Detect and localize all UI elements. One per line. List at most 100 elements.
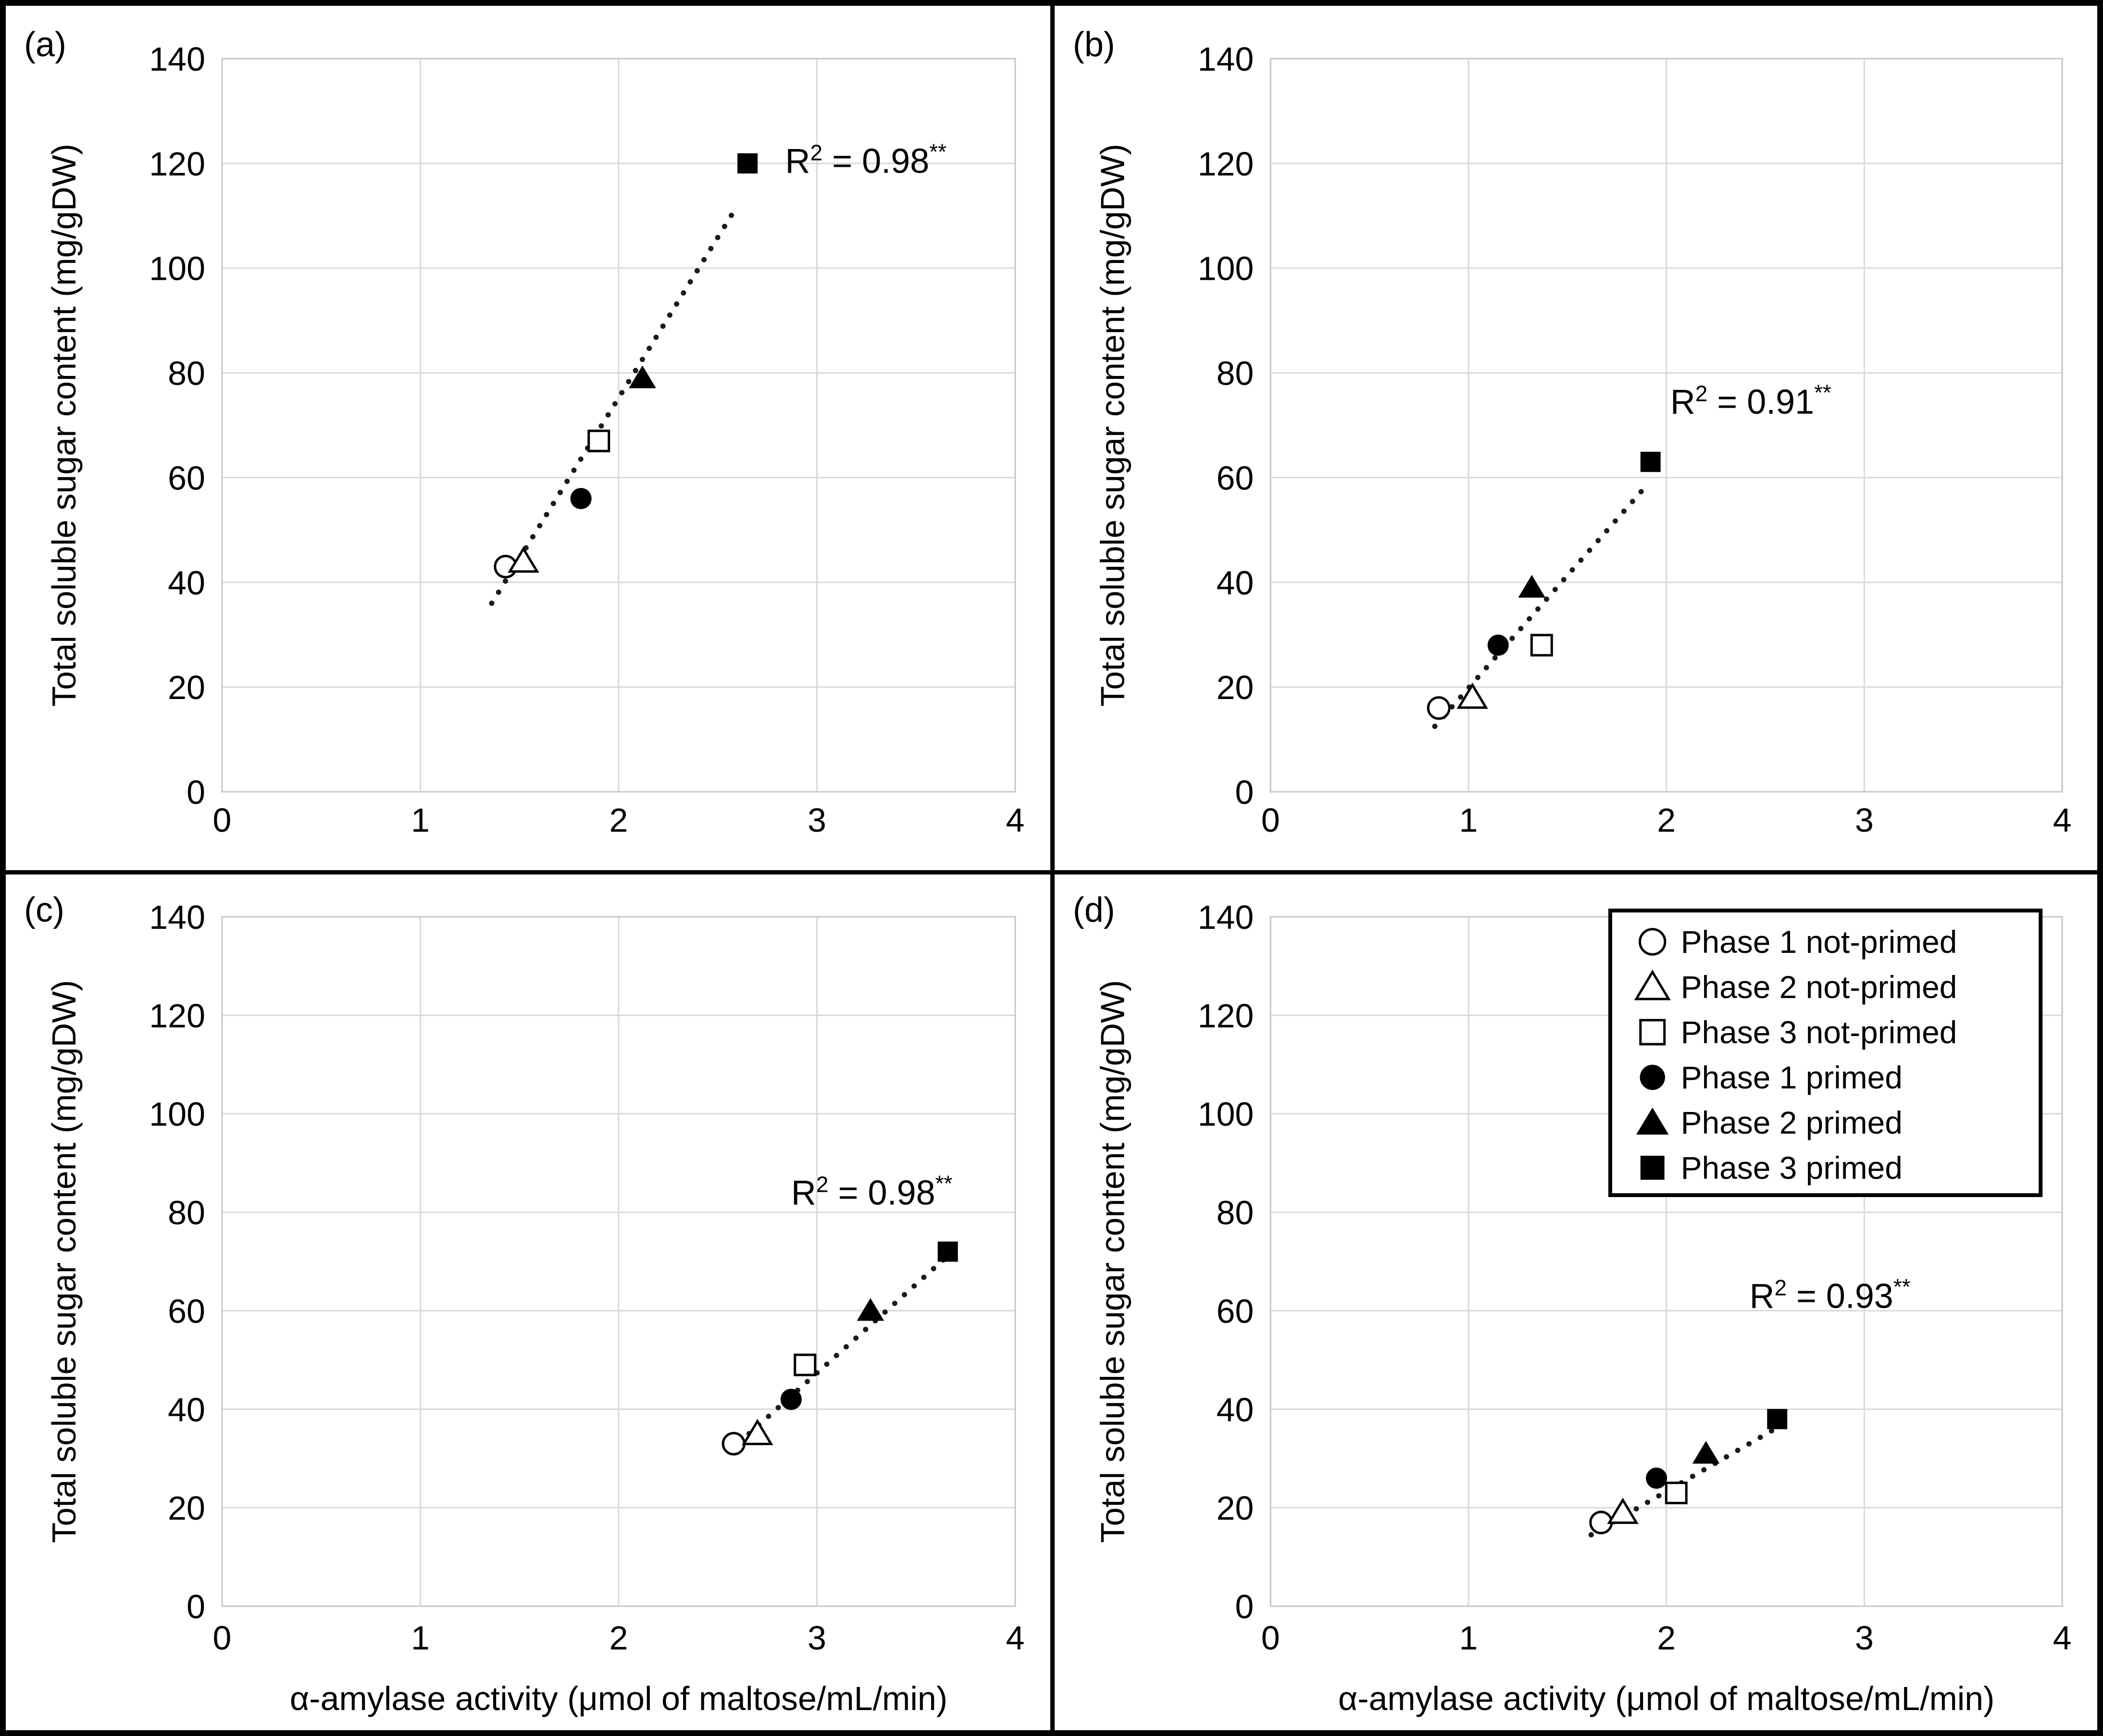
marker-phase-1-not-primed-circle-open	[722, 1432, 746, 1456]
marker-phase-2-primed-triangle-filled	[1518, 575, 1545, 598]
panel-b: (b) 0 20 40 60 80 100 120 140 0 1 2 3 4 Total soluble …	[1055, 6, 2097, 870]
marker-phase-3-primed-square-filled	[1640, 451, 1661, 472]
y-tick-label: 80	[168, 1194, 205, 1232]
y-axis-tick-labels: 0 20 40 60 80 100 120 140	[149, 899, 205, 1625]
marker-phase-3-not-primed-square-open	[1530, 634, 1553, 657]
y-tick-label: 80	[1217, 1194, 1254, 1232]
marker-phase-1-not-primed-legend-circle-open	[1639, 928, 1667, 956]
y-tick-label: 60	[168, 459, 205, 497]
y-axis-title: Total soluble sugar content (mg/gDW)	[45, 980, 83, 1543]
y-tick-label: 80	[1217, 355, 1254, 392]
x-tick-label: 1	[411, 801, 430, 839]
marker-phase-2-primed-triangle-filled	[1692, 1441, 1720, 1464]
panel-d: (d) 0 20 40 60 80 100 120 140 0 1 2 3 4 Total soluble …	[1055, 874, 2097, 1730]
x-axis-tick-labels: 0 1 2 3 4	[213, 1619, 1025, 1657]
trendline-dotted	[1588, 1424, 1782, 1537]
panel-letter-label: (d)	[1073, 891, 1115, 929]
plot-frame	[221, 916, 1016, 1607]
data-points	[1589, 1409, 1788, 1535]
marker-phase-3-primed-square-filled	[1767, 1409, 1788, 1429]
x-tick-label: 0	[213, 801, 232, 839]
marker-phase-1-primed-circle-filled	[1487, 634, 1509, 656]
y-tick-label: 140	[149, 899, 205, 936]
marker-phase-2-primed-legend-triangle-filled	[1636, 1107, 1669, 1135]
x-tick-label: 0	[1261, 1619, 1280, 1657]
legend-row-phase-2-not-primed: Phase 2 not-primed	[1634, 969, 1957, 1005]
data-points	[494, 153, 758, 579]
legend-row-phase-3-not-primed: Phase 3 not-primed	[1639, 1014, 1957, 1050]
y-tick-label: 120	[1198, 145, 1254, 183]
y-tick-label: 0	[187, 1588, 205, 1625]
panel-background	[6, 874, 1050, 1730]
marker-phase-3-primed-square-filled	[737, 153, 758, 174]
x-tick-label: 2	[1657, 1619, 1676, 1657]
x-axis-title: α-amylase activity (μmol of maltose/mL/m…	[290, 1680, 947, 1717]
marker-phase-1-not-primed-circle-open	[1427, 696, 1451, 720]
y-axis-tick-labels: 0 20 40 60 80 100 120 140	[1198, 40, 1254, 811]
legend-row-phase-1-not-primed: Phase 1 not-primed	[1639, 924, 1957, 960]
data-points	[1427, 451, 1661, 720]
y-tick-label: 100	[149, 1096, 205, 1133]
y-tick-label: 100	[1198, 1096, 1254, 1133]
x-tick-label: 1	[1459, 1619, 1478, 1657]
marker-phase-3-primed-square-filled	[937, 1241, 958, 1262]
y-tick-label: 80	[168, 355, 205, 392]
y-axis-title: Total soluble sugar content (mg/gDW)	[1094, 144, 1132, 707]
y-tick-label: 20	[1217, 1489, 1254, 1527]
trendline-dotted	[1432, 483, 1649, 729]
marker-phase-3-not-primed-square-open	[1665, 1481, 1688, 1504]
trendline-dotted	[489, 202, 740, 606]
legend-row-phase-2-primed: Phase 2 primed	[1636, 1105, 1903, 1140]
marker-phase-1-primed-legend-circle-filled	[1640, 1064, 1665, 1090]
marker-phase-2-not-primed-legend-triangle-open	[1634, 969, 1671, 1000]
x-tick-label: 4	[2053, 801, 2072, 839]
legend: Phase 1 not-primed Phase 2 not-primed Phas…	[1608, 909, 2043, 1197]
marker-phase-3-not-primed-legend-square-open	[1639, 1019, 1666, 1046]
marker-phase-2-not-primed-triangle-open	[508, 546, 539, 573]
legend-label: Phase 2 not-primed	[1681, 969, 1957, 1005]
trendline-dotted	[727, 1251, 953, 1454]
panel-background	[1055, 6, 2097, 870]
y-tick-label: 20	[1217, 669, 1254, 706]
marker-phase-2-not-primed-triangle-open	[1456, 682, 1488, 709]
x-tick-label: 4	[1006, 1619, 1025, 1657]
x-tick-label: 3	[1855, 801, 1874, 839]
x-tick-label: 3	[808, 1619, 826, 1657]
legend-row-phase-1-primed: Phase 1 primed	[1640, 1060, 1903, 1095]
y-tick-label: 120	[149, 145, 205, 183]
panel-a-chart: (a) 0 20 40 60 80 100 120 140 0 1 2 3 4 Total soluble …	[6, 6, 1050, 870]
y-axis-title: Total soluble sugar content (mg/gDW)	[1094, 980, 1132, 1543]
x-axis-tick-labels: 0 1 2 3 4	[213, 801, 1025, 839]
panel-letter-label: (b)	[1073, 25, 1115, 64]
r-squared-label: R2 = 0.98**	[785, 139, 947, 180]
marker-phase-3-not-primed-square-open	[794, 1353, 817, 1376]
y-axis-tick-labels: 0 20 40 60 80 100 120 140	[149, 40, 205, 811]
y-axis-tick-labels: 0 20 40 60 80 100 120 140	[1198, 899, 1254, 1625]
y-tick-label: 0	[1235, 774, 1254, 811]
panel-c: (c) 0 20 40 60 80 100 120 140 0 1 2 3 4 Total soluble …	[6, 874, 1050, 1730]
y-tick-label: 40	[1217, 564, 1254, 601]
legend-label: Phase 3 primed	[1681, 1150, 1903, 1186]
y-tick-label: 60	[1217, 1292, 1254, 1330]
plot-frame	[1269, 58, 2063, 793]
x-tick-label: 4	[1006, 801, 1025, 839]
panel-divider-vertical	[1050, 6, 1055, 1730]
legend-label: Phase 2 primed	[1681, 1105, 1903, 1140]
x-tick-label: 3	[1855, 1619, 1874, 1657]
x-tick-label: 1	[1459, 801, 1478, 839]
y-tick-label: 0	[187, 774, 205, 811]
y-tick-label: 40	[168, 1391, 205, 1428]
x-axis-tick-labels: 0 1 2 3 4	[1261, 1619, 2072, 1657]
x-axis-title: α-amylase activity (μmol of maltose/mL/m…	[1338, 1680, 1995, 1717]
y-tick-label: 140	[1198, 40, 1254, 78]
panel-background	[6, 6, 1050, 870]
y-tick-label: 120	[149, 997, 205, 1035]
x-tick-label: 2	[610, 1619, 628, 1657]
r-squared-label: R2 = 0.91**	[1670, 380, 1831, 421]
panel-b-chart: (b) 0 20 40 60 80 100 120 140 0 1 2 3 4 Total soluble …	[1055, 6, 2097, 870]
legend-label: Phase 1 not-primed	[1681, 924, 1957, 960]
x-tick-label: 4	[2053, 1619, 2072, 1657]
marker-phase-2-not-primed-triangle-open	[1607, 1498, 1639, 1524]
marker-phase-1-primed-circle-filled	[780, 1388, 802, 1410]
